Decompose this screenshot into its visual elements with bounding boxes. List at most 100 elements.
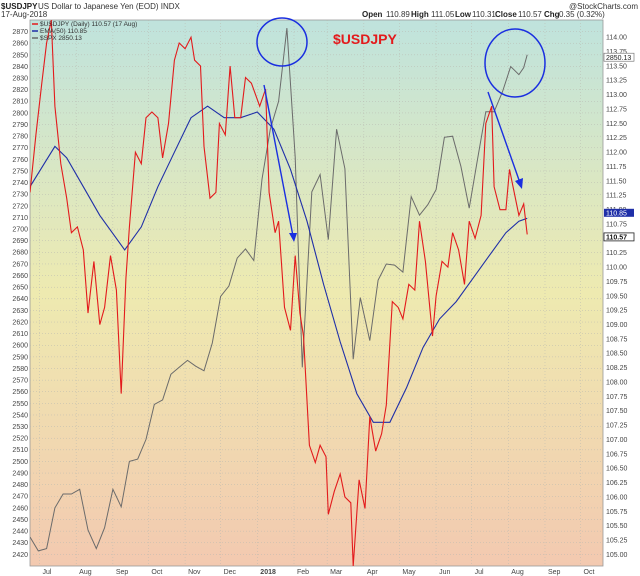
right-tick-label: 110.75 bbox=[606, 221, 627, 228]
left-tick-label: 2860 bbox=[12, 41, 28, 48]
right-tick-label: 108.75 bbox=[606, 336, 628, 343]
right-tick-label: 106.75 bbox=[606, 451, 628, 458]
left-tick-label: 2580 bbox=[12, 366, 28, 373]
left-tick-label: 2480 bbox=[12, 482, 28, 489]
spx-price-tag-bg bbox=[603, 52, 635, 62]
annotation-circle-aug-peak bbox=[484, 28, 546, 98]
right-tick-label: 105.00 bbox=[606, 552, 628, 559]
left-tick-label: 2790 bbox=[12, 122, 28, 129]
high-label: High bbox=[411, 10, 429, 19]
annotation-arrowhead-aug bbox=[515, 178, 523, 189]
left-tick-label: 2770 bbox=[12, 145, 28, 152]
left-tick-label: 2840 bbox=[12, 64, 28, 71]
left-tick-label: 2730 bbox=[12, 192, 28, 199]
chart-symbol: $USDJPY bbox=[1, 2, 38, 11]
close-label: Close bbox=[495, 10, 517, 19]
x-tick-label: Sep bbox=[548, 569, 561, 576]
x-tick-label: Jun bbox=[439, 569, 450, 576]
x-tick-label: Oct bbox=[584, 569, 595, 576]
left-tick-label: 2590 bbox=[12, 354, 28, 361]
right-tick-label: 112.00 bbox=[606, 150, 627, 157]
right-tick-label: 111.25 bbox=[606, 193, 626, 200]
usdjpy-price-tag-bg bbox=[603, 232, 635, 242]
ema-price-tag-bg bbox=[604, 208, 634, 217]
right-tick-label: 109.00 bbox=[606, 322, 628, 329]
left-tick-label: 2820 bbox=[12, 87, 28, 94]
right-tick-label: 107.00 bbox=[606, 437, 628, 444]
ohlc-readout: Open 110.89 High 111.05 Low 110.31 Close… bbox=[362, 10, 605, 19]
ema50-line bbox=[30, 105, 528, 423]
left-tick-label: 2450 bbox=[12, 517, 28, 524]
stockcharts-credit: @StockCharts.com bbox=[569, 2, 638, 11]
left-tick-label: 2810 bbox=[12, 99, 28, 106]
annotation-arrowhead-feb bbox=[289, 233, 297, 242]
left-tick-label: 2690 bbox=[12, 238, 28, 245]
left-tick-label: 2560 bbox=[12, 389, 28, 396]
spx-line bbox=[30, 28, 528, 552]
right-tick-label: 113.00 bbox=[606, 92, 627, 99]
x-tick-label: Dec bbox=[224, 569, 237, 576]
right-tick-label: 106.00 bbox=[606, 494, 628, 501]
close-value: 110.57 bbox=[518, 10, 542, 19]
right-tick-label: 111.75 bbox=[606, 164, 626, 171]
left-tick-label: 2470 bbox=[12, 494, 28, 501]
right-tick-label: 106.50 bbox=[606, 466, 628, 473]
left-tick-label: 2680 bbox=[12, 250, 28, 257]
left-tick-label: 2490 bbox=[12, 470, 28, 477]
left-tick-label: 2500 bbox=[12, 459, 28, 466]
right-tick-label: 107.25 bbox=[606, 423, 628, 430]
left-tick-label: 2510 bbox=[12, 447, 28, 454]
right-tick-label: 107.50 bbox=[606, 408, 628, 415]
left-tick-label: 2830 bbox=[12, 75, 28, 82]
right-tick-label: 109.75 bbox=[606, 279, 628, 286]
left-tick-label: 2420 bbox=[12, 552, 28, 559]
right-tick-label: 105.75 bbox=[606, 509, 628, 516]
left-tick-label: 2740 bbox=[12, 180, 28, 187]
chart-description: US Dollar to Japanese Yen (EOD) INDX bbox=[38, 2, 181, 11]
usdjpy-price-tag: 110.57 bbox=[606, 235, 627, 242]
x-tick-label: Apr bbox=[367, 569, 379, 576]
right-tick-label: 112.50 bbox=[606, 121, 627, 128]
right-tick-label: 109.50 bbox=[606, 293, 628, 300]
open-label: Open bbox=[362, 10, 383, 19]
usdjpy-line bbox=[30, 20, 528, 566]
annotation-arrow-feb bbox=[263, 84, 294, 237]
right-tick-label: 113.25 bbox=[606, 78, 627, 85]
chg-value: 0.35 (0.32%) bbox=[559, 10, 605, 19]
left-tick-label: 2630 bbox=[12, 308, 28, 315]
left-tick-label: 2610 bbox=[12, 331, 28, 338]
spx-price-tag: 2850.13 bbox=[606, 55, 631, 62]
annotation-title: $USDJPY bbox=[333, 31, 397, 47]
right-tick-label: 106.25 bbox=[606, 480, 628, 487]
left-tick-label: 2780 bbox=[12, 134, 28, 141]
x-tick-label: 2018 bbox=[260, 569, 276, 576]
right-tick-label: 109.25 bbox=[606, 308, 628, 315]
x-axis: Jul Aug Sep Oct Nov Dec 2018 Feb Mar Apr May Jun Jul… bbox=[42, 569, 594, 576]
left-tick-label: 2440 bbox=[12, 529, 28, 536]
left-tick-label: 2800 bbox=[12, 110, 28, 117]
left-tick-label: 2530 bbox=[12, 424, 28, 431]
left-tick-label: 2620 bbox=[12, 319, 28, 326]
left-tick-label: 2540 bbox=[12, 412, 28, 419]
left-tick-label: 2760 bbox=[12, 157, 28, 164]
x-tick-label: Mar bbox=[330, 569, 343, 576]
legend-spx: $SPX 2850.13 bbox=[40, 35, 82, 42]
right-tick-label: 112.75 bbox=[606, 106, 627, 113]
x-tick-label: Jul bbox=[42, 569, 51, 576]
right-tick-label: 105.25 bbox=[606, 538, 628, 545]
right-tick-label: 107.75 bbox=[606, 394, 628, 401]
chg-label: Chg bbox=[544, 10, 560, 19]
left-tick-label: 2720 bbox=[12, 203, 28, 210]
annotation-circle-jan-peak bbox=[256, 17, 308, 67]
left-tick-label: 2870 bbox=[12, 29, 28, 36]
annotation-arrow-aug bbox=[487, 91, 520, 181]
left-tick-label: 2550 bbox=[12, 401, 28, 408]
low-value: 110.31 bbox=[472, 10, 496, 19]
ema-price-tag: 110.85 bbox=[606, 211, 627, 218]
right-tick-label: 111.50 bbox=[606, 178, 626, 185]
right-tick-label: 108.00 bbox=[606, 379, 628, 386]
right-tick-label: 113.75 bbox=[606, 49, 627, 56]
left-tick-label: 2850 bbox=[12, 52, 28, 59]
left-tick-label: 2710 bbox=[12, 215, 28, 222]
left-tick-label: 2460 bbox=[12, 505, 28, 512]
